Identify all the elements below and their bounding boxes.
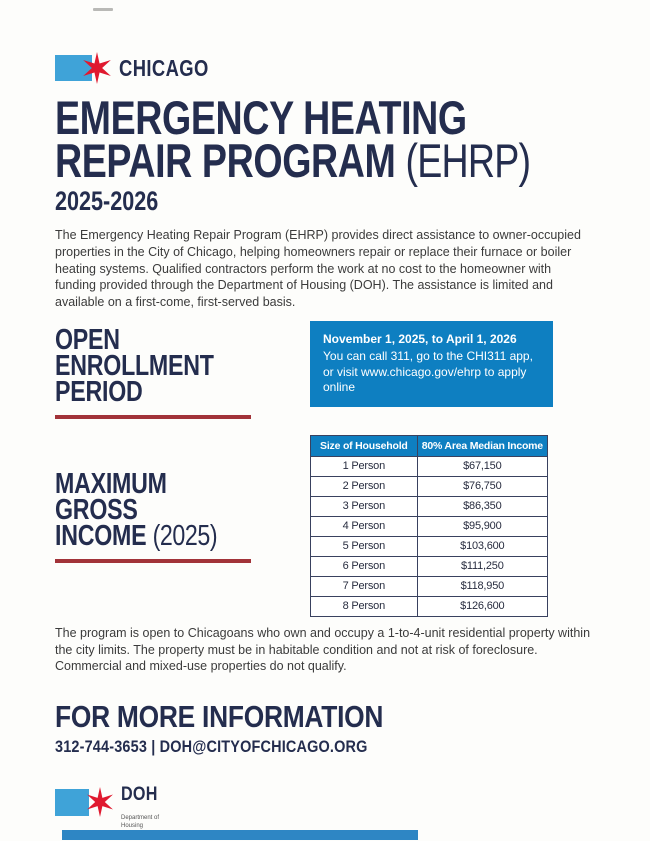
doh-logo-text: DOH xyxy=(121,783,158,805)
doh-blue-rectangle xyxy=(55,788,89,816)
enrollment-heading-line-3: PERIOD xyxy=(55,375,143,408)
income-heading-suffix: (2025) xyxy=(152,520,218,553)
table-row: 2 Person $76,750 xyxy=(310,475,549,497)
income-heading-word: INCOME xyxy=(55,520,147,553)
income-heading: MAXIMUM GROSS INCOME (2025) xyxy=(55,467,310,553)
doh-text-column: DOH Department of Housing xyxy=(121,785,164,831)
household-size-cell: 5 Person xyxy=(310,535,418,557)
income-table: Size of Household 80% Area Median Income… xyxy=(310,434,549,617)
left-column: OPEN ENROLLMENT PERIOD MAXIMUM GROSS INC… xyxy=(55,321,310,617)
page-title: EMERGENCY HEATING REPAIR PROGRAM (EHRP) xyxy=(55,91,595,184)
scan-artifact xyxy=(93,8,113,11)
doh-logo: DOH Department of Housing xyxy=(55,785,595,831)
doh-logo-mark xyxy=(55,785,119,825)
red-divider-rule xyxy=(55,414,251,419)
table-row: 7 Person $118,950 xyxy=(310,575,549,597)
doh-subtext-line-2: Housing xyxy=(121,822,144,829)
eligibility-paragraph: The program is open to Chicagoans who ow… xyxy=(55,625,591,674)
income-heading-line-2: GROSS xyxy=(55,493,138,526)
enrollment-info-box: November 1, 2025, to April 1, 2026 You c… xyxy=(310,320,553,407)
income-heading-line-1: MAXIMUM xyxy=(55,467,167,500)
household-size-cell: 3 Person xyxy=(310,495,418,517)
right-column: November 1, 2025, to April 1, 2026 You c… xyxy=(310,320,553,617)
income-cell: $126,600 xyxy=(416,595,549,617)
median-income-header: 80% Area Median Income xyxy=(416,434,549,457)
doh-subtext-line-1: Department of xyxy=(121,814,160,821)
doh-star-icon xyxy=(87,786,113,817)
income-cell: $76,750 xyxy=(416,475,549,497)
table-row: 1 Person $67,150 xyxy=(310,455,549,477)
table-row: 6 Person $111,250 xyxy=(310,555,549,577)
household-size-cell: 6 Person xyxy=(310,555,418,577)
enrollment-heading: OPEN ENROLLMENT PERIOD xyxy=(55,323,310,408)
household-size-cell: 2 Person xyxy=(310,475,418,497)
table-row: 8 Person $126,600 xyxy=(310,595,549,617)
household-size-cell: 4 Person xyxy=(310,515,418,537)
bottom-blue-bar xyxy=(62,830,418,840)
title-line-2-suffix: (EHRP) xyxy=(405,134,532,188)
household-size-header: Size of Household xyxy=(310,434,418,457)
household-size-cell: 1 Person xyxy=(310,455,418,477)
enrollment-heading-line-1: OPEN xyxy=(55,323,120,356)
program-years: 2025-2026 xyxy=(55,186,159,217)
title-line-2: REPAIR PROGRAM (EHRP) xyxy=(55,137,531,184)
title-line-2-main: REPAIR PROGRAM xyxy=(55,134,396,188)
program-details-section: OPEN ENROLLMENT PERIOD MAXIMUM GROSS INC… xyxy=(55,320,595,617)
income-cell: $103,600 xyxy=(416,535,549,557)
income-table-head: Size of Household 80% Area Median Income xyxy=(310,434,549,457)
red-divider-rule xyxy=(55,559,251,564)
table-row: 4 Person $95,900 xyxy=(310,515,549,537)
chicago-logo-mark xyxy=(55,51,117,85)
income-cell: $86,350 xyxy=(416,495,549,517)
chicago-logo: CHICAGO xyxy=(55,50,595,86)
doh-logo-subtext: Department of Housing xyxy=(121,815,164,831)
income-cell: $67,150 xyxy=(416,455,549,477)
logo-blue-rectangle xyxy=(55,55,92,81)
income-table-body: 1 Person $67,150 2 Person $76,750 3 Person $8… xyxy=(310,455,549,617)
table-header-row: Size of Household 80% Area Median Income xyxy=(310,434,549,457)
table-row: 3 Person $86,350 xyxy=(310,495,549,517)
income-heading-line-3: INCOME (2025) xyxy=(55,520,259,553)
income-cell: $111,250 xyxy=(416,555,549,577)
household-size-cell: 8 Person xyxy=(310,595,418,617)
enrollment-dates: November 1, 2025, to April 1, 2026 xyxy=(323,331,517,346)
brand-name: CHICAGO xyxy=(119,54,209,81)
title-line-1: EMERGENCY HEATING xyxy=(55,91,467,144)
enrollment-instructions: You can call 311, go to the CHI311 app, … xyxy=(323,349,533,395)
more-info-heading: FOR MORE INFORMATION xyxy=(55,698,384,734)
household-size-cell: 7 Person xyxy=(310,575,418,597)
contact-line: 312-744-3653 | DOH@CITYOFCHICAGO.ORG xyxy=(55,736,368,756)
enrollment-heading-line-2: ENROLLMENT xyxy=(55,349,214,382)
intro-paragraph: The Emergency Heating Repair Program (EH… xyxy=(55,228,581,309)
table-row: 5 Person $103,600 xyxy=(310,535,549,557)
income-cell: $118,950 xyxy=(416,575,549,597)
chicago-star-icon xyxy=(83,52,111,84)
income-cell: $95,900 xyxy=(416,515,549,537)
